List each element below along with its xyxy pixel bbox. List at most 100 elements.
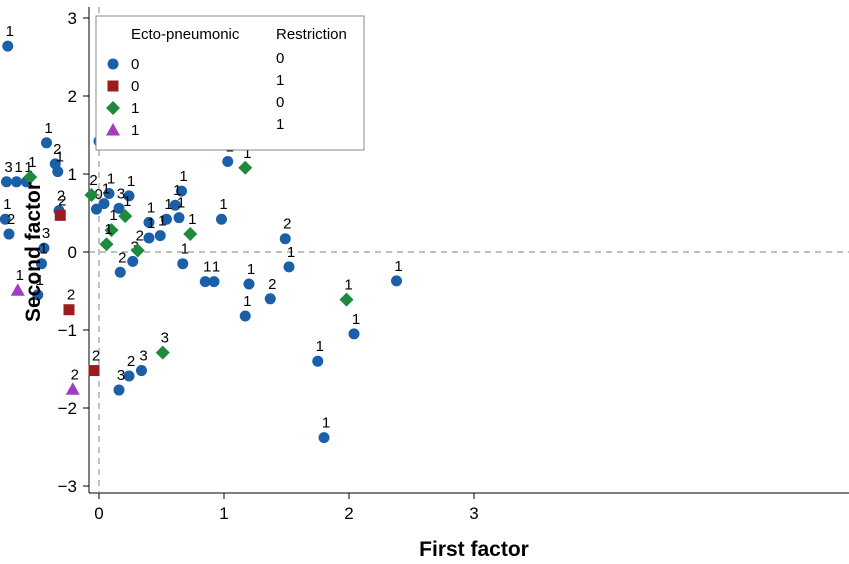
- point-label: 1: [102, 181, 110, 198]
- y-tick-label: 0: [68, 243, 77, 262]
- data-point-circle: [239, 310, 251, 322]
- data-point-circle: [161, 213, 172, 225]
- data-point-square: [54, 209, 66, 221]
- point-label: 2: [57, 188, 65, 205]
- point-label: 3: [161, 330, 169, 347]
- point-label: 1: [39, 241, 47, 258]
- x-tick-label: 1: [219, 504, 228, 523]
- data-point-circle: [318, 432, 330, 444]
- x-axis-title: First factor: [419, 538, 529, 561]
- legend-ecto-value: 1: [131, 122, 139, 139]
- data-point-circle: [123, 190, 135, 202]
- data-point-circle: [127, 255, 139, 267]
- data-point-circle: [176, 185, 187, 197]
- data-point-circle: [113, 384, 125, 396]
- point-label: 1: [203, 259, 211, 276]
- data-point-circle: [283, 261, 295, 273]
- legend-box: [95, 15, 365, 151]
- data-point-circle: [36, 258, 47, 270]
- point-label: 1: [179, 168, 187, 185]
- point-label: 3: [117, 185, 125, 202]
- point-label: 3: [139, 348, 147, 365]
- point-label: 1: [158, 213, 166, 230]
- point-label: 1: [104, 221, 112, 238]
- y-tick-label: 2: [68, 87, 77, 106]
- point-label: 1: [219, 196, 227, 213]
- point-label: 1: [56, 149, 64, 166]
- data-point-diamond: [104, 223, 119, 238]
- data-point-circle: [199, 276, 211, 288]
- legend-ecto-value: 0: [131, 56, 139, 73]
- point-label: 1: [14, 159, 22, 176]
- data-point-circle: [11, 176, 22, 188]
- data-point-circle: [216, 213, 227, 225]
- point-label: 1: [109, 207, 117, 224]
- legend-marker-circle: [107, 58, 119, 70]
- legend: Ecto-pneumonic Restriction 0 0 0 1 1 0 1 1: [95, 15, 365, 151]
- data-point-circle: [222, 156, 234, 168]
- legend-header-restriction: Restriction: [276, 26, 347, 43]
- y-axis-title: Second factor: [22, 182, 45, 322]
- point-label: 2: [71, 366, 79, 383]
- legend-marker-triangle: [106, 123, 120, 136]
- point-label: 1: [16, 267, 24, 284]
- point-label: 1: [287, 244, 295, 261]
- point-label: 1: [3, 196, 11, 213]
- data-point-circle: [136, 365, 147, 377]
- data-point-circle: [143, 232, 155, 244]
- data-point-diamond: [118, 209, 133, 224]
- point-label: 1: [173, 182, 181, 199]
- legend-marker-square: [107, 80, 119, 92]
- point-label: 1: [212, 259, 220, 276]
- point-label: 2: [283, 216, 291, 233]
- data-point-circle: [3, 228, 15, 240]
- data-point-diamond: [84, 188, 99, 203]
- data-point-circle: [1, 176, 12, 188]
- data-point-circle: [177, 258, 189, 270]
- data-point-circle: [208, 276, 220, 288]
- data-point-circle: [103, 188, 115, 199]
- point-label: 1: [243, 293, 251, 310]
- point-label: 1: [28, 154, 36, 171]
- data-point-circle: [2, 40, 14, 52]
- data-point-diamond: [238, 160, 253, 175]
- legend-marker-diamond: [106, 101, 120, 115]
- data-point-diamond: [155, 345, 170, 360]
- point-label: 2: [89, 172, 97, 189]
- x-tick-label: 2: [344, 504, 353, 523]
- point-label: 1: [316, 338, 324, 355]
- legend-restriction-value: 1: [276, 116, 284, 133]
- point-label: 1: [147, 199, 155, 216]
- point-label: 1: [36, 272, 44, 289]
- data-point-triangle: [65, 382, 80, 395]
- point-label: 1: [322, 415, 330, 432]
- data-point-circle: [123, 370, 135, 382]
- legend-ecto-value: 1: [131, 100, 139, 117]
- point-label: 1: [107, 171, 115, 188]
- data-point-diamond: [99, 237, 114, 252]
- point-label: 3: [42, 225, 50, 242]
- data-point-circle: [279, 233, 291, 245]
- point-label: 1: [352, 311, 360, 328]
- point-label: 2: [92, 348, 100, 365]
- y-tick-label: −2: [58, 399, 77, 418]
- point-label: 2: [136, 227, 144, 244]
- point-label: 2: [127, 353, 135, 370]
- data-point-circle: [32, 289, 44, 301]
- point-label: 1: [344, 277, 352, 294]
- legend-ecto-value: 0: [131, 78, 139, 95]
- data-point-diamond: [339, 292, 354, 307]
- data-point-circle: [114, 266, 126, 278]
- point-label: 1: [247, 261, 255, 278]
- point-label: 2: [268, 276, 276, 293]
- point-label: 1: [181, 241, 189, 258]
- y-tick-label: −1: [58, 321, 77, 340]
- point-label: 2: [58, 192, 66, 209]
- data-point-circle: [0, 213, 11, 225]
- point-label: 1: [127, 173, 135, 190]
- legend-header-ecto: Ecto-pneumonic: [131, 26, 240, 43]
- point-label: 2: [118, 249, 126, 266]
